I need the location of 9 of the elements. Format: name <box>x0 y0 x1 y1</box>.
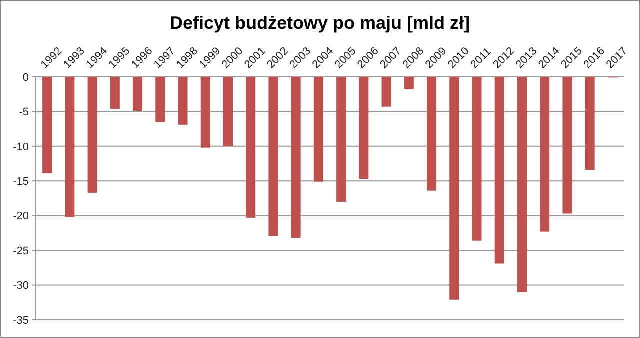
y-tick-label: -15 <box>13 176 29 188</box>
chart-title: Deficyt budżetowy po maju [mld zł] <box>170 13 470 33</box>
y-tick-label: -30 <box>13 280 29 292</box>
y-tick-label: 0 <box>22 72 29 84</box>
y-tick-label: -5 <box>19 106 29 119</box>
y-tick-label: -10 <box>13 141 29 154</box>
y-tick-label: -20 <box>13 210 29 223</box>
y-tick-label: -25 <box>13 245 29 258</box>
y-tick-label: -35 <box>13 314 29 327</box>
